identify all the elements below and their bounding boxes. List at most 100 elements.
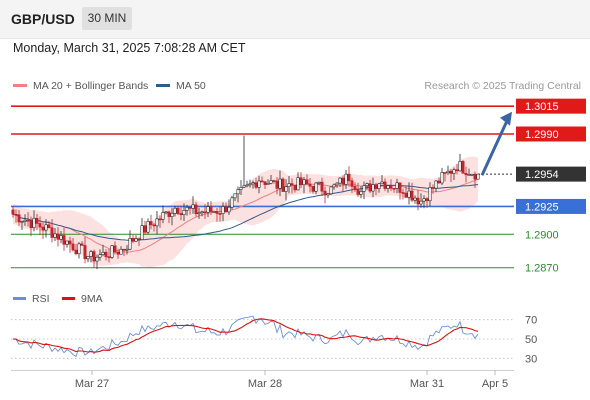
candle-body — [356, 189, 360, 195]
candle-body — [449, 170, 453, 174]
candle-body — [293, 185, 297, 191]
candle — [71, 238, 75, 252]
candle — [152, 222, 156, 232]
candle-body — [74, 249, 78, 255]
candle-body — [341, 177, 345, 185]
candle-body — [209, 206, 213, 212]
candle-body — [326, 193, 330, 196]
candle-body — [14, 214, 18, 216]
candle-body — [89, 251, 93, 257]
candle-body — [419, 200, 423, 205]
legend-item-ma20: MA 20 + Bollinger Bands — [13, 80, 148, 92]
candle — [92, 249, 96, 268]
level-label-1.2925-box — [516, 198, 586, 214]
ma20-swatch — [13, 83, 27, 87]
candle-body — [428, 187, 432, 202]
candle-body — [383, 181, 387, 189]
candle — [203, 204, 207, 219]
candle-body — [239, 187, 243, 190]
candle-body — [413, 197, 417, 201]
candle — [32, 210, 36, 232]
candle — [233, 193, 237, 201]
candle-body — [188, 207, 192, 209]
candle — [437, 177, 441, 184]
candle-body — [107, 256, 111, 259]
candle — [260, 176, 264, 183]
level-label-1.2990: 1.2990 — [516, 126, 586, 142]
candle-body — [353, 186, 357, 191]
candle — [386, 185, 390, 193]
candle — [443, 172, 447, 182]
candle-body — [221, 206, 225, 214]
candle-body — [434, 180, 438, 189]
candle-body — [176, 207, 180, 214]
candle-body — [206, 206, 210, 213]
candle-body — [359, 191, 363, 195]
candle — [206, 201, 210, 217]
candle-body — [29, 220, 33, 228]
candle — [458, 153, 462, 172]
candle-body — [155, 218, 159, 227]
candle — [401, 188, 405, 200]
candle — [440, 167, 444, 186]
candle — [80, 241, 84, 246]
candle-body — [302, 179, 306, 186]
candle — [308, 178, 312, 193]
x-tick-label-3: Apr 5 — [482, 378, 508, 390]
candle-body — [224, 206, 228, 213]
candle-body — [254, 182, 258, 188]
candle-body — [80, 243, 84, 246]
candle — [137, 237, 141, 247]
candle — [104, 249, 108, 261]
candle — [230, 195, 234, 210]
candle-body — [386, 185, 390, 189]
x-tick-label-0: Mar 27 — [75, 378, 109, 390]
candle-body — [257, 180, 261, 188]
candle — [77, 242, 81, 259]
candle — [182, 203, 186, 222]
candle — [467, 168, 471, 176]
candle — [218, 206, 222, 222]
candle — [146, 218, 150, 235]
credit-text: Research © 2025 Trading Central — [424, 80, 581, 92]
candle — [74, 244, 78, 256]
candle — [68, 236, 72, 253]
candle — [425, 197, 429, 208]
candle-body — [299, 177, 303, 186]
candle-body — [350, 180, 354, 187]
candle — [338, 177, 342, 187]
candle-body — [185, 207, 189, 211]
candle — [173, 205, 177, 217]
candle-body — [416, 197, 420, 205]
candle — [89, 249, 93, 263]
candle — [197, 207, 201, 219]
candle — [56, 227, 60, 247]
candles-layer — [11, 135, 480, 270]
candle-body — [128, 237, 132, 250]
timeframe-button[interactable]: 30 MIN — [82, 7, 132, 30]
candle — [47, 220, 51, 229]
candle — [455, 164, 459, 175]
legend-item-rsi: RSI — [13, 293, 50, 305]
candle-body — [26, 219, 30, 222]
candle — [245, 180, 249, 188]
candle-body — [281, 178, 285, 192]
candle-body — [98, 254, 102, 258]
candle — [404, 186, 408, 199]
candle — [470, 173, 474, 177]
candle — [110, 244, 114, 259]
candle-body — [389, 185, 393, 189]
candle-body — [371, 184, 375, 192]
rsi-panel: 70 50 30 — [11, 315, 537, 365]
candle-body — [83, 245, 87, 260]
candle-body — [134, 238, 138, 242]
candle — [368, 179, 372, 194]
candle-body — [140, 225, 144, 240]
candle — [305, 174, 309, 186]
candle — [464, 166, 468, 183]
candle-body — [311, 185, 315, 192]
candle — [356, 182, 360, 197]
candle-body — [395, 182, 399, 189]
candle — [83, 236, 87, 264]
candle — [101, 244, 105, 257]
